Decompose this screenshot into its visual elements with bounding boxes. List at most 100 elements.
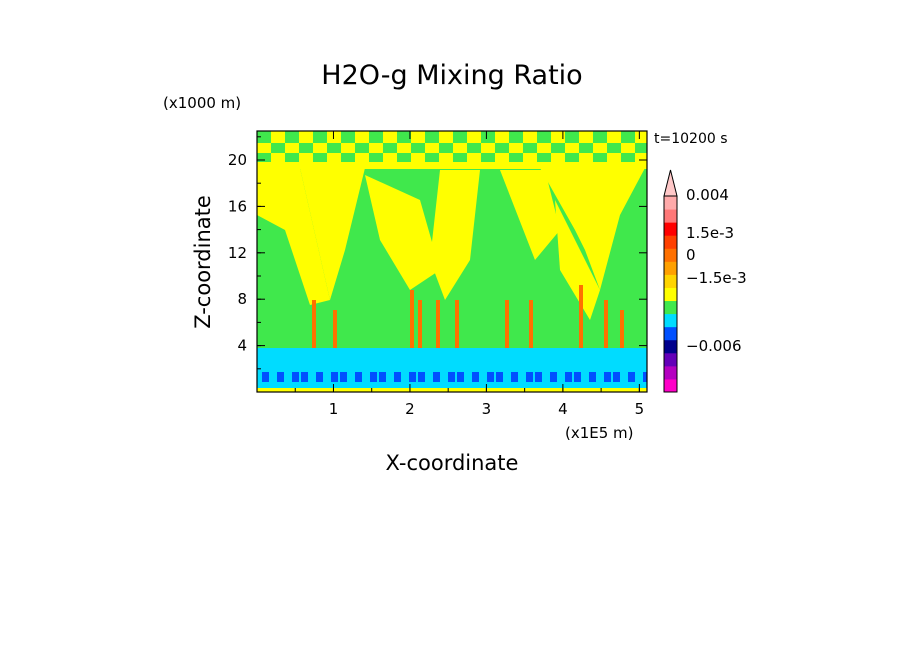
band-cell (509, 131, 523, 143)
band-cell (523, 131, 537, 143)
dry-patch (472, 372, 479, 382)
band-cell (635, 131, 647, 143)
band-cell (425, 153, 439, 162)
band-cell (481, 131, 495, 143)
x-axis-label: X-coordinate (386, 451, 519, 475)
band-cell (607, 131, 621, 143)
band-cell (635, 153, 647, 162)
band-cell (439, 143, 453, 153)
y-tick-label: 12 (228, 244, 247, 262)
yellow-plume (365, 175, 440, 290)
band-cell (607, 143, 621, 153)
colorbar-frame (663, 195, 678, 393)
convective-column (455, 300, 459, 365)
colorbar-arrow (663, 169, 678, 197)
colorbar-label: −1.5e-3 (686, 269, 747, 287)
band-cell (467, 153, 481, 162)
band-cell (355, 153, 369, 162)
y-axis-label: Z-coordinate (191, 195, 215, 329)
band-cell (411, 153, 425, 162)
colorbar-swatch (664, 339, 677, 354)
band-cell (285, 131, 299, 143)
band-cell (495, 131, 509, 143)
band-cell (467, 131, 481, 143)
colorbar-label: 0.004 (686, 186, 729, 204)
band-cell (383, 143, 397, 153)
chart-title: H2O-g Mixing Ratio (321, 60, 582, 91)
x-tick-label: 3 (482, 400, 492, 418)
band-cell (425, 143, 439, 153)
band-cell (257, 162, 647, 169)
colorbar-swatch (664, 352, 677, 367)
yellow-plume (430, 170, 480, 300)
dry-patch (550, 372, 557, 382)
dry-patch (433, 372, 440, 382)
band-cell (509, 143, 523, 153)
dry-patch (394, 372, 401, 382)
convective-column (436, 300, 440, 365)
band-cell (537, 153, 551, 162)
dry-patch (370, 372, 377, 382)
band-cell (257, 143, 271, 153)
band-cell (495, 143, 509, 153)
band-cell (397, 131, 411, 143)
x-axis-ticks: 1 2 3 4 5 (294, 131, 644, 418)
band-cell (593, 153, 607, 162)
band-cell (341, 143, 355, 153)
band-cell (453, 131, 467, 143)
band-cell (593, 131, 607, 143)
band-cell (397, 153, 411, 162)
band-cell (313, 153, 327, 162)
yellow-plume (300, 168, 365, 300)
band-cell (369, 153, 383, 162)
band-cell (551, 131, 565, 143)
dry-patch (496, 372, 503, 382)
band-cell (327, 143, 341, 153)
plot-frame (256, 130, 648, 393)
y-tick-label: 4 (237, 337, 247, 355)
band-cell (383, 131, 397, 143)
dry-patch (535, 372, 542, 382)
colorbar-swatch (664, 196, 677, 210)
band-cell (509, 153, 523, 162)
band-cell (341, 153, 355, 162)
band-cell (453, 143, 467, 153)
colorbar-swatch (664, 222, 677, 236)
band-cell (313, 131, 327, 143)
band-cell (537, 131, 551, 143)
yellow-plume (500, 170, 560, 260)
x-tick-label: 1 (329, 400, 339, 418)
band-cell (537, 143, 551, 153)
yellow-plume (257, 168, 330, 305)
dry-patch (457, 372, 464, 382)
colorbar-swatch (664, 261, 677, 275)
colorbar-swatch (664, 209, 677, 223)
band-cell (523, 143, 537, 153)
band-cell (369, 143, 383, 153)
band-cell (285, 143, 299, 153)
band-cell (299, 131, 313, 143)
colorbar-swatch (664, 235, 677, 249)
band-cell (271, 131, 285, 143)
convective-column (333, 310, 337, 355)
band-cell (579, 153, 593, 162)
colorbar-label: −0.006 (686, 337, 742, 355)
band-cell (579, 143, 593, 153)
yellow-plume (540, 168, 645, 290)
band-cell (495, 153, 509, 162)
band-cell (383, 153, 397, 162)
convective-column (604, 300, 608, 370)
y-unit-label: (x1000 m) (163, 94, 241, 112)
time-label: t=10200 s (654, 131, 728, 147)
dry-patch (574, 372, 581, 382)
dry-patch (565, 372, 572, 382)
dry-patch (526, 372, 533, 382)
band-cell (355, 143, 369, 153)
colorbar-swatch (664, 326, 677, 341)
convective-column (410, 290, 414, 365)
y-axis-ticks: 4 8 12 16 20 (228, 136, 647, 370)
dry-patch (262, 372, 269, 382)
dry-patch (589, 372, 596, 382)
band-cell (551, 153, 565, 162)
convective-column (312, 300, 316, 360)
